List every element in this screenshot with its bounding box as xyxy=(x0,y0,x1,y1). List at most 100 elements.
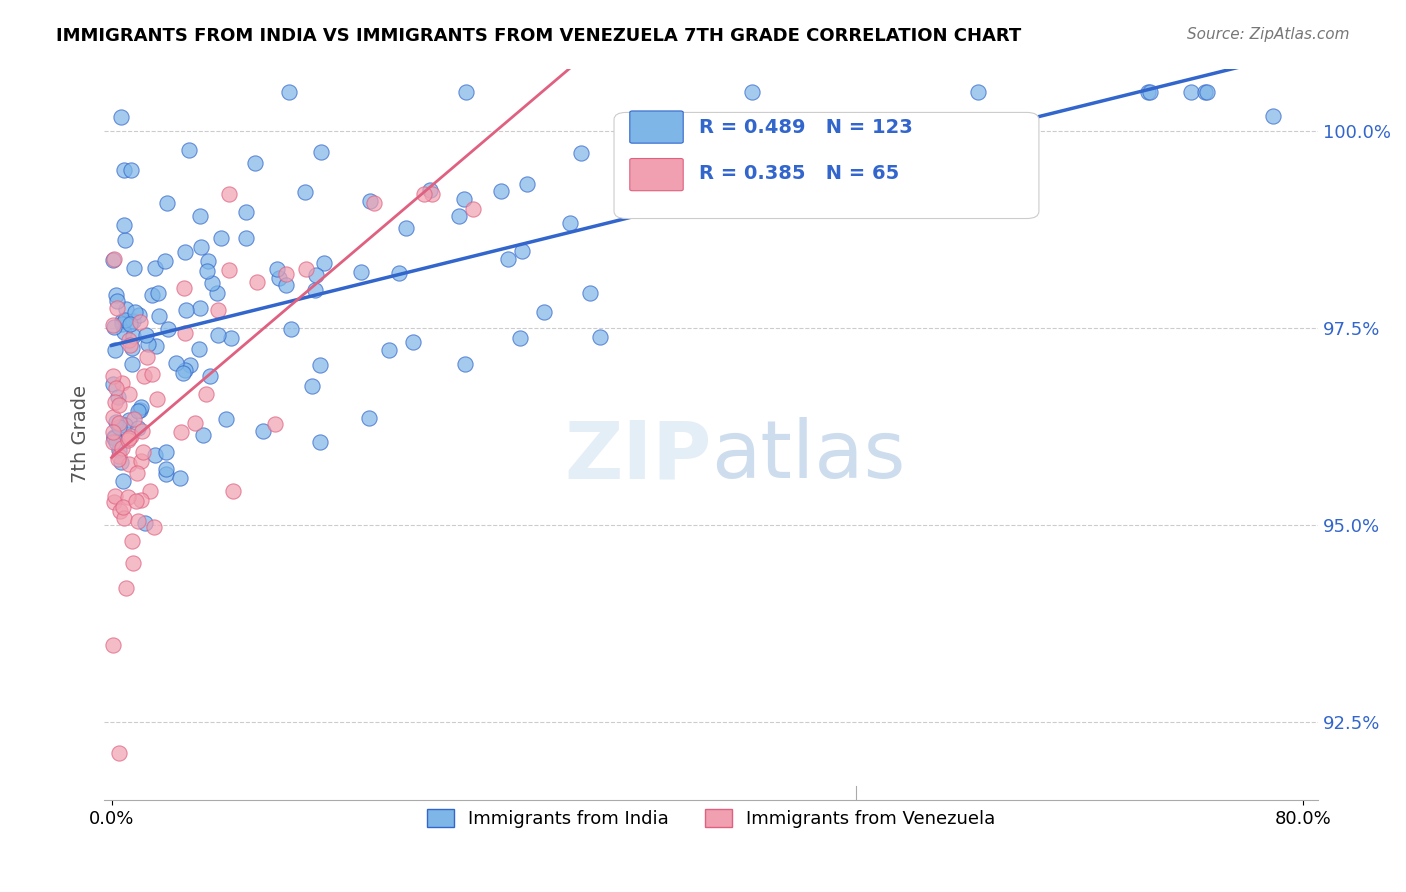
Immigrants from Venezuela xyxy=(117,458,139,472)
Immigrants from Venezuela xyxy=(295,261,318,276)
Immigrants from India xyxy=(419,183,441,197)
Immigrants from Venezuela xyxy=(207,302,229,317)
Immigrants from India xyxy=(489,184,512,198)
Immigrants from India xyxy=(107,391,129,405)
Immigrants from Venezuela xyxy=(103,495,125,509)
Immigrants from India xyxy=(127,404,149,418)
Immigrants from India xyxy=(114,233,136,247)
Immigrants from India xyxy=(243,156,266,170)
Immigrants from India xyxy=(122,314,145,328)
Text: R = 0.489   N = 123: R = 0.489 N = 123 xyxy=(699,118,912,136)
Immigrants from India xyxy=(197,254,219,268)
FancyBboxPatch shape xyxy=(630,111,683,143)
Immigrants from India xyxy=(108,419,131,434)
Immigrants from Venezuela xyxy=(122,557,145,571)
Immigrants from India xyxy=(266,261,288,276)
Immigrants from India xyxy=(267,270,290,285)
Immigrants from India xyxy=(103,430,125,444)
Immigrants from Venezuela xyxy=(110,442,132,456)
Immigrants from Venezuela xyxy=(101,638,124,652)
Immigrants from Venezuela xyxy=(173,281,195,295)
Immigrants from India xyxy=(308,434,330,449)
Text: ZIP: ZIP xyxy=(564,417,711,495)
Immigrants from India xyxy=(179,359,201,373)
Text: IMMIGRANTS FROM INDIA VS IMMIGRANTS FROM VENEZUELA 7TH GRADE CORRELATION CHART: IMMIGRANTS FROM INDIA VS IMMIGRANTS FROM… xyxy=(56,27,1022,45)
Immigrants from India xyxy=(114,302,136,317)
Immigrants from India xyxy=(155,445,177,459)
Immigrants from India xyxy=(388,266,411,280)
Legend: Immigrants from India, Immigrants from Venezuela: Immigrants from India, Immigrants from V… xyxy=(419,801,1002,835)
Immigrants from India xyxy=(136,337,159,351)
Immigrants from Venezuela xyxy=(174,326,197,341)
Immigrants from India xyxy=(155,462,177,476)
Immigrants from Venezuela xyxy=(101,425,124,439)
Immigrants from Venezuela xyxy=(114,511,136,525)
Immigrants from Venezuela xyxy=(111,376,134,390)
Immigrants from India xyxy=(558,216,581,230)
Immigrants from Venezuela xyxy=(194,386,217,401)
Immigrants from Venezuela xyxy=(108,449,131,463)
Immigrants from India xyxy=(512,244,534,258)
Immigrants from Venezuela xyxy=(246,275,269,289)
Immigrants from India xyxy=(112,218,135,232)
Immigrants from Venezuela xyxy=(117,490,139,504)
Text: Source: ZipAtlas.com: Source: ZipAtlas.com xyxy=(1187,27,1350,42)
Immigrants from India xyxy=(454,357,477,371)
Immigrants from India xyxy=(190,301,212,315)
Immigrants from India xyxy=(122,329,145,343)
Immigrants from India xyxy=(312,255,335,269)
Immigrants from India xyxy=(516,177,538,191)
Text: atlas: atlas xyxy=(711,417,905,495)
Immigrants from India xyxy=(357,411,380,425)
Immigrants from Venezuela xyxy=(184,416,207,430)
Immigrants from Venezuela xyxy=(142,520,165,534)
Immigrants from India xyxy=(569,146,592,161)
Immigrants from India xyxy=(509,331,531,345)
Immigrants from India xyxy=(110,110,132,124)
Immigrants from India xyxy=(118,413,141,427)
Immigrants from India xyxy=(301,378,323,392)
Immigrants from India xyxy=(174,362,197,376)
Immigrants from India xyxy=(235,231,257,245)
Immigrants from India xyxy=(111,314,134,328)
Immigrants from India xyxy=(173,245,195,260)
Immigrants from India xyxy=(967,85,990,99)
Immigrants from India xyxy=(111,317,134,331)
Immigrants from India xyxy=(104,343,127,358)
Immigrants from India xyxy=(1180,85,1202,99)
Immigrants from India xyxy=(112,163,135,178)
Immigrants from India xyxy=(145,338,167,352)
Immigrants from Venezuela xyxy=(141,367,163,381)
Immigrants from India xyxy=(127,421,149,435)
Immigrants from India xyxy=(198,368,221,383)
Immigrants from Venezuela xyxy=(118,333,141,347)
Immigrants from India xyxy=(209,231,232,245)
Immigrants from Venezuela xyxy=(222,484,245,499)
Immigrants from India xyxy=(128,402,150,417)
Immigrants from India xyxy=(124,305,146,319)
Immigrants from Venezuela xyxy=(118,338,141,352)
Immigrants from India xyxy=(104,288,127,302)
Immigrants from Venezuela xyxy=(117,433,139,447)
Immigrants from India xyxy=(111,474,134,488)
Immigrants from India xyxy=(188,209,211,223)
Immigrants from Venezuela xyxy=(121,533,143,548)
Immigrants from India xyxy=(112,325,135,339)
Immigrants from Venezuela xyxy=(129,493,152,508)
Immigrants from Venezuela xyxy=(114,581,136,595)
Immigrants from Venezuela xyxy=(125,467,148,481)
Immigrants from India xyxy=(1194,85,1216,99)
Immigrants from India xyxy=(105,415,128,429)
Immigrants from India xyxy=(276,278,298,293)
Immigrants from India xyxy=(454,85,477,99)
Immigrants from India xyxy=(122,261,145,276)
Immigrants from India xyxy=(134,516,156,530)
Immigrants from India xyxy=(114,418,136,433)
Immigrants from India xyxy=(205,285,228,300)
Immigrants from India xyxy=(195,263,218,277)
Immigrants from India xyxy=(148,310,170,324)
Immigrants from India xyxy=(378,343,401,358)
Immigrants from India xyxy=(190,240,212,254)
Immigrants from India xyxy=(121,341,143,355)
Immigrants from Venezuela xyxy=(118,431,141,445)
